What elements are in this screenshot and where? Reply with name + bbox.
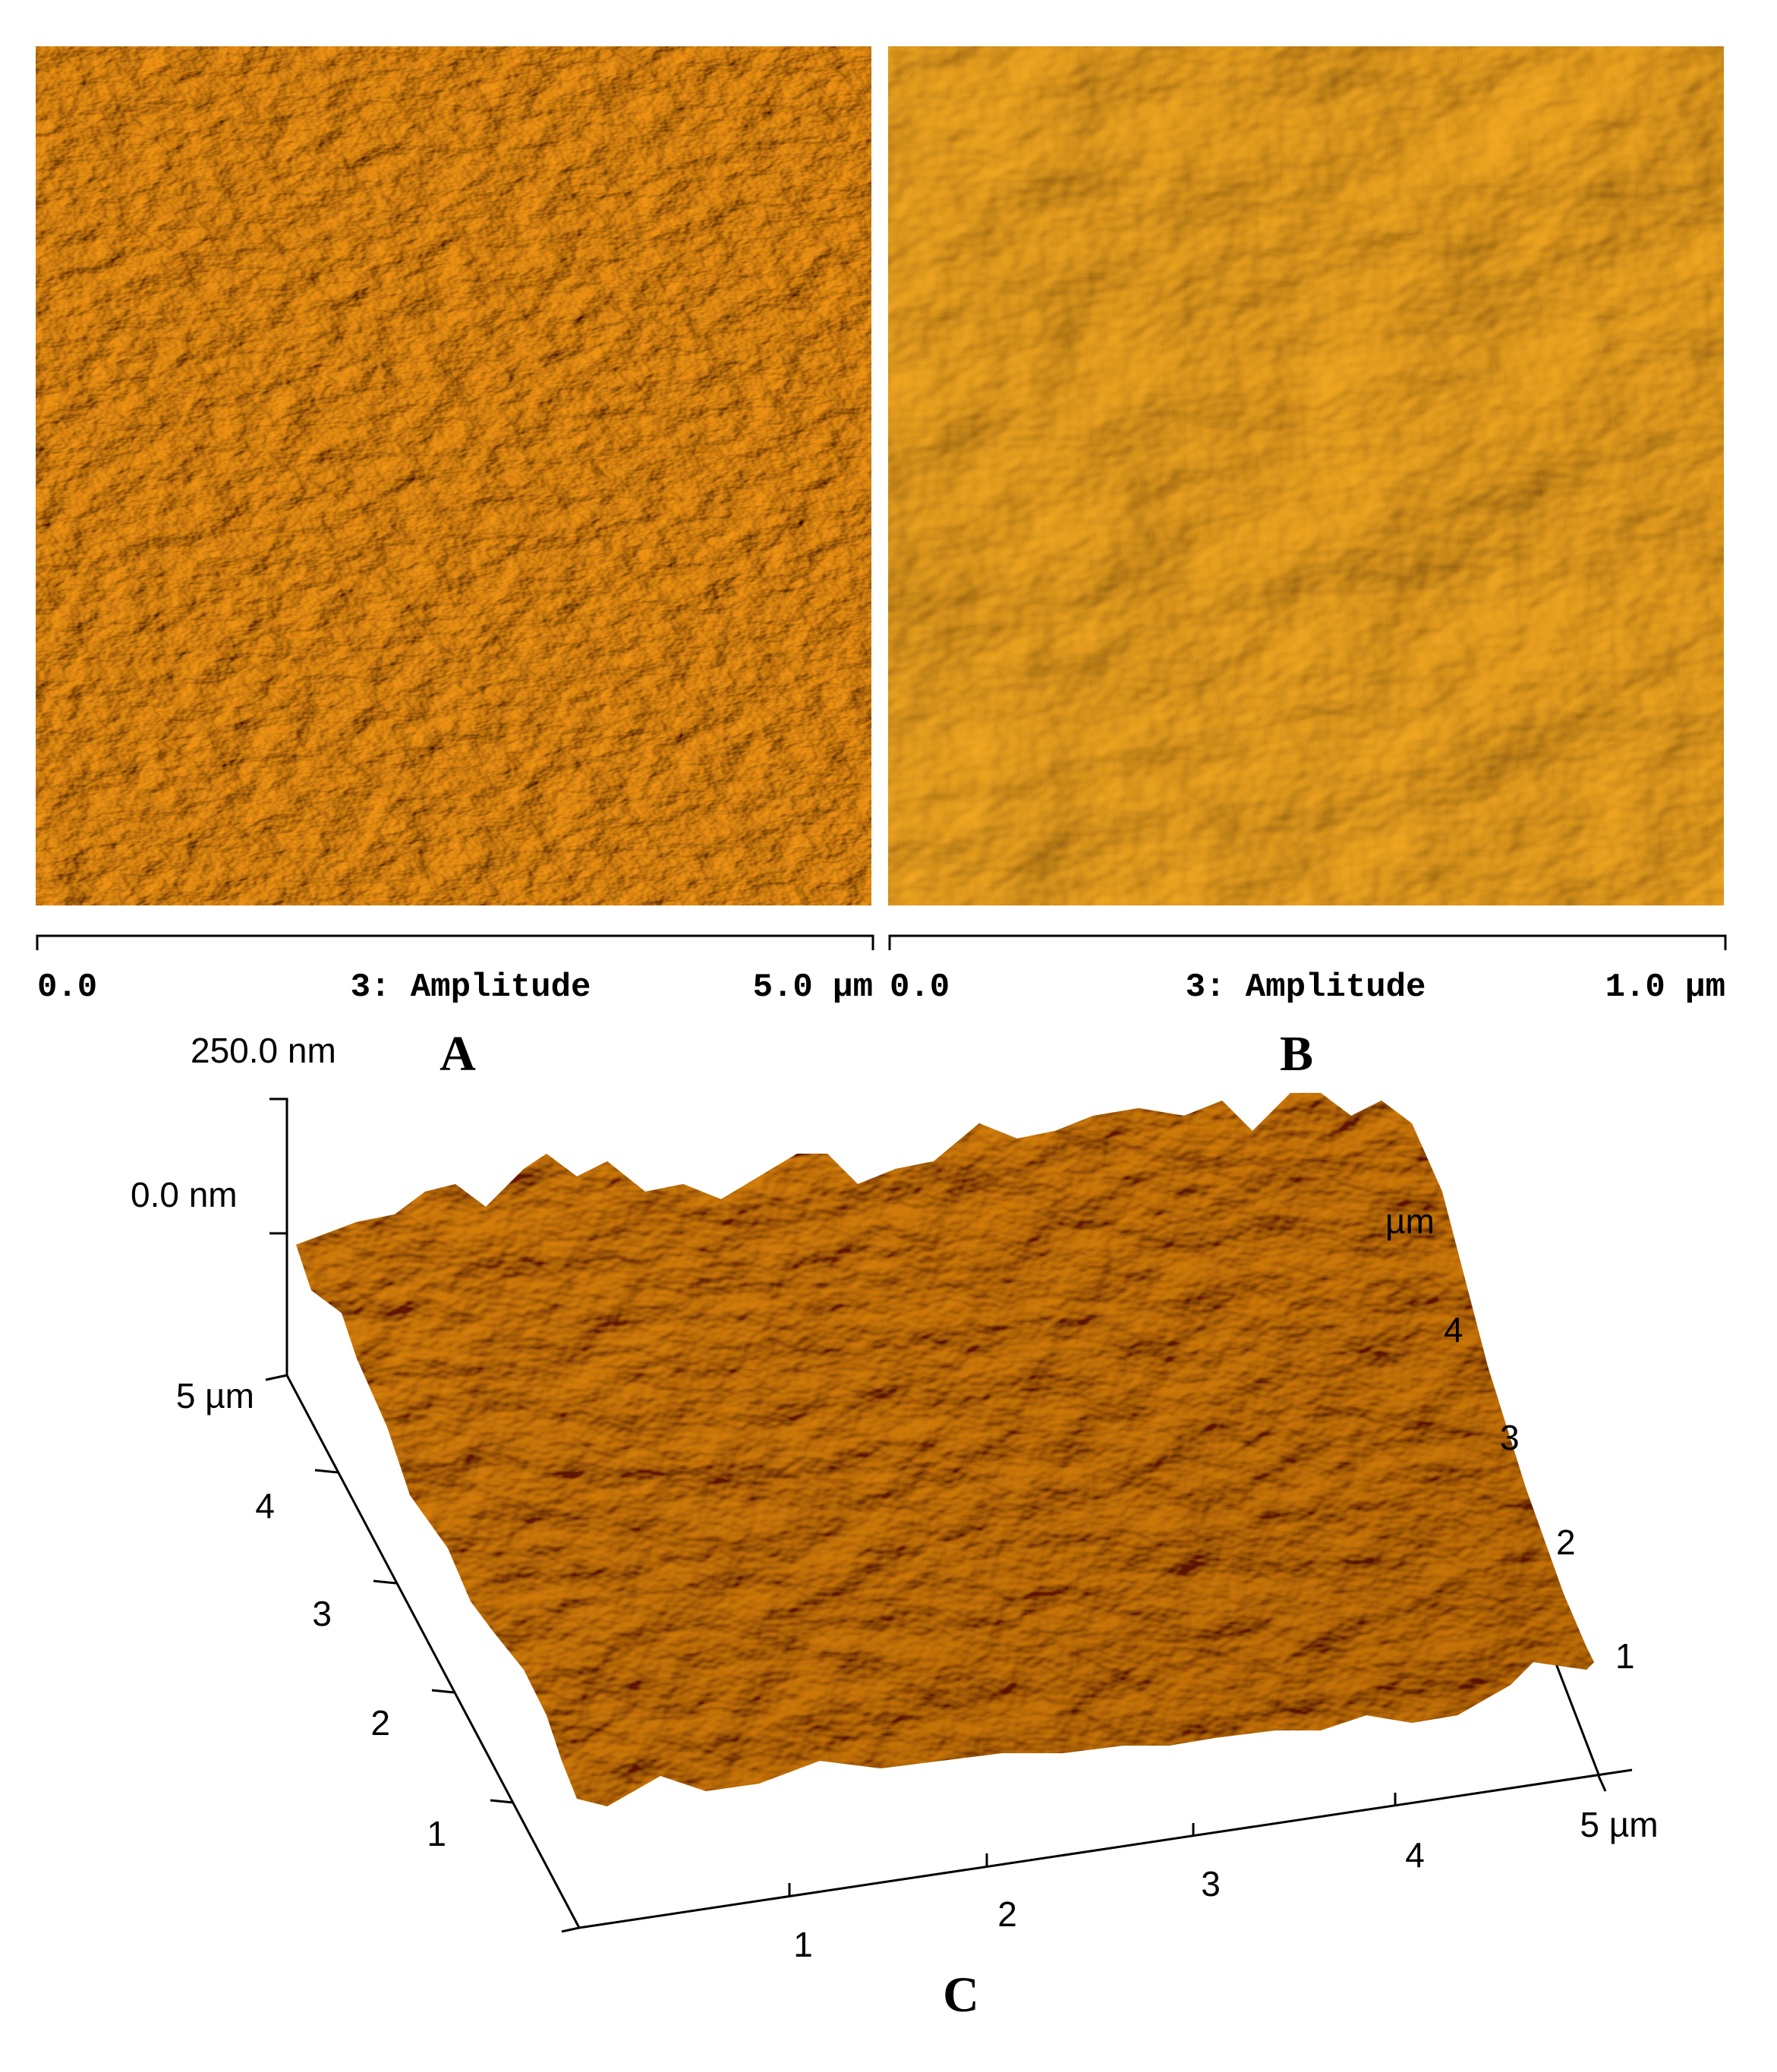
scale-start: 0.0 bbox=[890, 968, 950, 1006]
z-axis bbox=[269, 1097, 288, 1375]
panel-label: B bbox=[1280, 1026, 1313, 1082]
bottom-tick-label: 4 bbox=[1405, 1835, 1425, 1875]
axes-frame bbox=[265, 1374, 1633, 1929]
bottom-tick-label: 1 bbox=[793, 1925, 813, 1964]
surface-3d bbox=[296, 1093, 1594, 1806]
left-tick-label: 5 µm bbox=[176, 1376, 254, 1415]
scale-start: 0.0 bbox=[37, 968, 97, 1006]
right-tick-label: 1 bbox=[1615, 1636, 1635, 1676]
left-tick-label: 4 bbox=[255, 1486, 275, 1526]
right-axis-unit: µm bbox=[1385, 1201, 1435, 1241]
afm-image-b bbox=[888, 46, 1724, 905]
scale-bar bbox=[36, 934, 874, 950]
bottom-tick-label: 5 µm bbox=[1580, 1805, 1658, 1844]
z-zero-label: 0.0 nm bbox=[131, 1175, 238, 1214]
panel-label: C bbox=[943, 1967, 979, 2023]
bottom-tick-label: 3 bbox=[1201, 1864, 1221, 1904]
scale-bar bbox=[888, 934, 1727, 950]
z-top-label: 250.0 nm bbox=[191, 1031, 336, 1070]
axis-corner bbox=[561, 1775, 1607, 1933]
bottom-tick-label: 2 bbox=[997, 1894, 1017, 1934]
left-tick-label: 1 bbox=[427, 1814, 446, 1853]
left-tick-label: 2 bbox=[370, 1703, 390, 1743]
afm-image-a bbox=[36, 46, 871, 905]
panel-label: A bbox=[440, 1026, 476, 1082]
scale-end: 5.0 µm bbox=[753, 968, 873, 1006]
channel-label: 3: Amplitude bbox=[1186, 968, 1426, 1006]
scale-end: 1.0 µm bbox=[1605, 968, 1725, 1006]
tick-marks bbox=[314, 1469, 1397, 1897]
right-tick-label: 2 bbox=[1556, 1523, 1576, 1562]
channel-label: 3: Amplitude bbox=[351, 968, 591, 1006]
left-tick-label: 3 bbox=[312, 1594, 332, 1633]
right-tick-label: 4 bbox=[1444, 1310, 1464, 1349]
right-tick-label: 3 bbox=[1500, 1418, 1520, 1457]
